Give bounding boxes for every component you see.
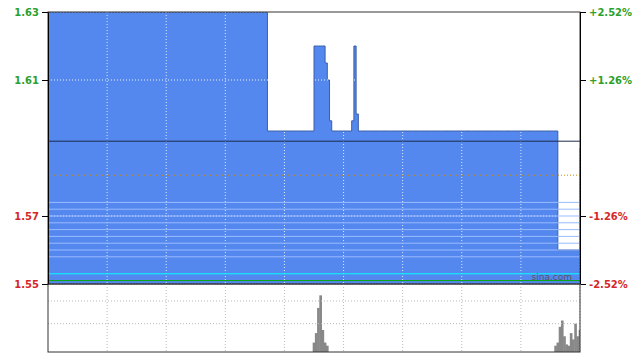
reference-line xyxy=(48,273,580,274)
plot-frame xyxy=(48,12,580,284)
price-area xyxy=(48,12,580,284)
chart: 1.63 1.61 1.57 1.55 +2.52% +1.26% -1.26% -2.52%… xyxy=(0,0,640,360)
y-tick-label: 1.57 xyxy=(14,211,39,222)
y-tick: 1.55 xyxy=(14,279,48,290)
y-tick-mark xyxy=(42,284,48,285)
reference-lines xyxy=(48,141,580,280)
y-tick-label: 1.55 xyxy=(14,279,39,290)
reference-line xyxy=(48,243,580,244)
grid-line-x xyxy=(520,284,521,352)
main-marks xyxy=(48,12,580,284)
volume-grid xyxy=(48,284,580,352)
reference-line xyxy=(48,250,580,251)
y-tick-mark xyxy=(42,80,48,81)
reference-line xyxy=(48,256,580,257)
reference-line xyxy=(48,222,580,223)
y2-tick-mark xyxy=(580,216,586,217)
grid-line-x xyxy=(225,284,226,352)
y-tick-mark xyxy=(42,216,48,217)
reference-line xyxy=(48,175,580,176)
plot-frame xyxy=(48,284,580,352)
grid-line-y xyxy=(48,323,580,324)
grid-line-x xyxy=(461,284,462,352)
y-axis: 1.63 1.61 1.57 1.55 xyxy=(14,7,48,290)
y2-tick-mark xyxy=(580,80,586,81)
grid-line-y xyxy=(48,80,580,81)
y2-tick-mark xyxy=(580,12,586,13)
grid-line-x xyxy=(284,284,285,352)
y-tick-label: 1.63 xyxy=(14,7,39,18)
reference-line xyxy=(48,209,580,210)
grid-line-x xyxy=(166,284,167,352)
grid-line-x xyxy=(107,284,108,352)
y2-axis: +2.52% +1.26% -1.26% -2.52% xyxy=(580,7,632,290)
watermark: sina.com xyxy=(532,272,573,282)
reference-line xyxy=(48,229,580,230)
volume-panel xyxy=(48,284,581,352)
reference-line xyxy=(48,216,580,217)
reference-line xyxy=(48,236,580,237)
volume-marks xyxy=(313,295,580,352)
reference-line xyxy=(48,141,580,142)
y2-tick-label: -1.26% xyxy=(589,211,628,222)
y2-tick: +1.26% xyxy=(580,75,632,86)
y-tick: 1.61 xyxy=(14,75,48,86)
y2-tick-mark xyxy=(580,284,586,285)
y-axis-line xyxy=(42,13,49,285)
volume-bar xyxy=(326,346,329,352)
y2-axis-line xyxy=(581,13,587,285)
grid-line-y xyxy=(48,216,580,217)
y2-tick-label: -2.52% xyxy=(589,279,628,290)
y2-tick: -1.26% xyxy=(580,211,628,222)
reference-line xyxy=(48,280,580,281)
main-panel xyxy=(48,12,580,284)
grid-line-x xyxy=(402,284,403,352)
y-tick-label: 1.61 xyxy=(14,75,39,86)
y2-tick-label: +1.26% xyxy=(589,75,632,86)
y-tick-mark xyxy=(42,12,48,13)
y-tick: 1.63 xyxy=(14,7,48,18)
reference-line xyxy=(48,202,580,203)
y-tick: 1.57 xyxy=(14,211,48,222)
price-line xyxy=(48,12,580,250)
grid-line-y xyxy=(48,301,580,302)
grid-line-x xyxy=(343,284,344,352)
y2-tick: -2.52% xyxy=(580,279,628,290)
y2-tick-label: +2.52% xyxy=(589,7,632,18)
main-grid xyxy=(48,12,580,284)
y2-tick: +2.52% xyxy=(580,7,632,18)
